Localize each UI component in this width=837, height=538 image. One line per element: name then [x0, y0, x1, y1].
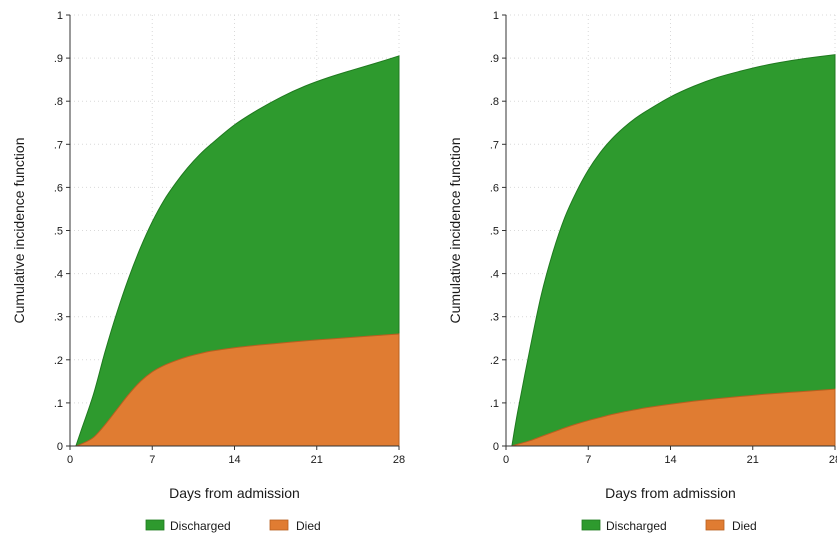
legend-swatch-discharged [145, 519, 165, 531]
y-tick-label: 1 [57, 10, 63, 22]
y-tick-label: 1 [493, 10, 499, 22]
y-tick-label: .8 [490, 96, 499, 108]
y-tick-label: .6 [490, 182, 499, 194]
y-axis-title: Cumulative incidence function [447, 138, 463, 324]
y-tick-label: .3 [490, 312, 499, 324]
area-died [511, 388, 836, 447]
x-tick-label: 21 [311, 454, 323, 466]
legend-label-died: Died [296, 519, 321, 533]
legend-label-died: Died [732, 519, 757, 533]
y-tick-label: .3 [54, 312, 63, 324]
y-tick-label: .7 [54, 139, 63, 151]
x-tick-label: 28 [829, 454, 837, 466]
y-tick-label: .9 [54, 53, 63, 65]
legend-swatch-died [269, 519, 289, 531]
x-tick-label: 14 [664, 454, 676, 466]
y-axis-title: Cumulative incidence function [11, 138, 27, 324]
area-died [75, 333, 400, 447]
y-tick-label: 0 [493, 441, 499, 453]
area-discharged [511, 54, 836, 447]
legend: Discharged Died [145, 519, 321, 533]
x-tick-label: 7 [149, 454, 155, 466]
y-tick-label: .5 [490, 226, 499, 238]
y-tick-label: .5 [54, 226, 63, 238]
legend-swatch-discharged [581, 519, 601, 531]
x-axis-title: Days from admission [605, 485, 736, 501]
legend: Discharged Died [581, 519, 757, 533]
x-tick-label: 0 [67, 454, 73, 466]
y-tick-label: .1 [54, 398, 63, 410]
x-tick-label: 21 [747, 454, 759, 466]
x-tick-label: 14 [228, 454, 240, 466]
x-tick-label: 0 [503, 454, 509, 466]
legend-swatch-died [705, 519, 725, 531]
y-tick-label: .2 [54, 355, 63, 367]
y-tick-label: .8 [54, 96, 63, 108]
y-tick-label: .4 [490, 269, 499, 281]
y-tick-label: .4 [54, 269, 63, 281]
y-tick-label: .7 [490, 139, 499, 151]
x-tick-label: 7 [585, 454, 591, 466]
x-axis-title: Days from admission [169, 485, 300, 501]
x-tick-label: 28 [393, 454, 405, 466]
y-tick-label: .1 [490, 398, 499, 410]
y-tick-label: .6 [54, 182, 63, 194]
panel-right: 0 .1 .2 .3 .4 .5 .6 .7 .8 .9 1 0 7 14 21 28 Days from ad… [447, 10, 837, 533]
y-tick-label: 0 [57, 441, 63, 453]
y-tick-label: .2 [490, 355, 499, 367]
legend-label-discharged: Discharged [170, 519, 231, 533]
legend-label-discharged: Discharged [606, 519, 667, 533]
panel-left: 0 .1 .2 .3 .4 .5 .6 .7 .8 .9 1 0 7 14 21 28 Days from ad… [11, 10, 405, 533]
y-tick-label: .9 [490, 53, 499, 65]
